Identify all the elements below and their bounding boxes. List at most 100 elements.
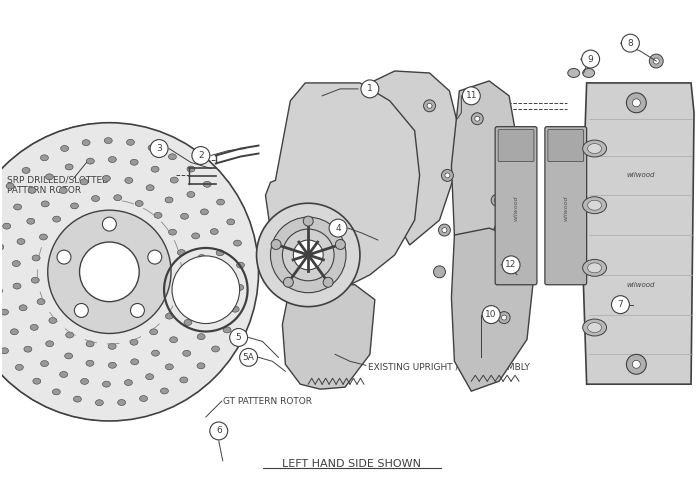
Polygon shape (282, 285, 375, 389)
Circle shape (192, 147, 210, 164)
Polygon shape (452, 81, 517, 255)
Circle shape (495, 198, 500, 203)
Circle shape (102, 217, 116, 231)
Ellipse shape (131, 359, 139, 365)
Ellipse shape (127, 139, 134, 145)
Circle shape (210, 422, 228, 440)
Polygon shape (452, 228, 534, 391)
Ellipse shape (0, 201, 1, 207)
Ellipse shape (200, 209, 209, 215)
Circle shape (438, 224, 450, 236)
Ellipse shape (587, 200, 601, 210)
Ellipse shape (61, 145, 69, 152)
Circle shape (172, 256, 239, 324)
Ellipse shape (165, 313, 174, 319)
Text: EXISTING UPRIGHT / HUB ASSEMBLY: EXISTING UPRIGHT / HUB ASSEMBLY (368, 363, 530, 372)
Circle shape (482, 306, 500, 324)
Circle shape (463, 87, 480, 105)
Ellipse shape (71, 203, 78, 209)
Ellipse shape (218, 272, 225, 278)
Ellipse shape (108, 344, 116, 349)
Circle shape (427, 104, 432, 108)
Ellipse shape (151, 166, 159, 172)
Circle shape (475, 116, 480, 121)
FancyBboxPatch shape (545, 127, 587, 285)
Ellipse shape (102, 381, 111, 387)
Ellipse shape (17, 239, 25, 244)
Ellipse shape (52, 216, 61, 222)
Ellipse shape (86, 341, 94, 347)
Ellipse shape (582, 69, 594, 77)
Ellipse shape (203, 181, 211, 187)
Circle shape (293, 240, 323, 270)
Text: 12: 12 (505, 260, 517, 269)
Circle shape (632, 360, 640, 368)
Ellipse shape (139, 396, 148, 401)
Ellipse shape (108, 362, 116, 368)
Ellipse shape (197, 363, 205, 369)
Ellipse shape (92, 195, 99, 202)
Ellipse shape (52, 389, 60, 395)
Text: GT PATTERN ROTOR: GT PATTERN ROTOR (223, 397, 312, 406)
Text: 11: 11 (466, 91, 477, 100)
Ellipse shape (49, 317, 57, 324)
Ellipse shape (169, 229, 176, 235)
Circle shape (239, 348, 258, 366)
Circle shape (491, 194, 503, 206)
Circle shape (442, 227, 447, 233)
Circle shape (270, 217, 346, 293)
Ellipse shape (130, 159, 138, 165)
Ellipse shape (14, 204, 22, 210)
Polygon shape (265, 83, 419, 288)
Polygon shape (0, 123, 97, 420)
FancyBboxPatch shape (498, 130, 534, 161)
Text: 5A: 5A (243, 353, 255, 362)
Ellipse shape (582, 260, 606, 277)
Circle shape (502, 256, 520, 274)
Ellipse shape (24, 346, 32, 352)
Text: 4: 4 (335, 224, 341, 233)
Ellipse shape (169, 337, 178, 343)
Circle shape (612, 295, 629, 313)
Ellipse shape (41, 155, 48, 161)
Ellipse shape (0, 288, 3, 294)
Ellipse shape (169, 154, 176, 160)
Polygon shape (99, 224, 132, 320)
Ellipse shape (198, 255, 206, 260)
Ellipse shape (15, 364, 23, 370)
FancyBboxPatch shape (495, 127, 537, 285)
Ellipse shape (160, 388, 169, 394)
Ellipse shape (231, 306, 239, 312)
Ellipse shape (125, 380, 132, 385)
Ellipse shape (13, 260, 20, 266)
Ellipse shape (1, 348, 8, 354)
Text: 1: 1 (367, 85, 373, 93)
Ellipse shape (130, 339, 138, 345)
Ellipse shape (181, 213, 188, 219)
Ellipse shape (46, 341, 54, 347)
Ellipse shape (582, 197, 606, 214)
Ellipse shape (180, 272, 188, 278)
Ellipse shape (22, 168, 30, 174)
Text: wilwood: wilwood (626, 282, 655, 288)
Ellipse shape (587, 323, 601, 332)
Circle shape (230, 329, 248, 347)
Circle shape (498, 312, 510, 324)
Ellipse shape (192, 233, 199, 239)
Text: LEFT HAND SIDE SHOWN: LEFT HAND SIDE SHOWN (283, 459, 421, 469)
Circle shape (442, 170, 454, 181)
Ellipse shape (60, 371, 68, 378)
Ellipse shape (180, 377, 188, 383)
Circle shape (433, 266, 445, 278)
Ellipse shape (82, 139, 90, 146)
Text: wilwood: wilwood (564, 195, 568, 221)
Circle shape (650, 54, 663, 68)
Ellipse shape (177, 249, 186, 256)
Ellipse shape (165, 197, 173, 203)
Ellipse shape (3, 223, 10, 229)
Ellipse shape (41, 361, 48, 366)
Ellipse shape (582, 140, 606, 157)
Ellipse shape (210, 228, 218, 235)
Ellipse shape (150, 329, 158, 335)
Ellipse shape (146, 374, 153, 380)
